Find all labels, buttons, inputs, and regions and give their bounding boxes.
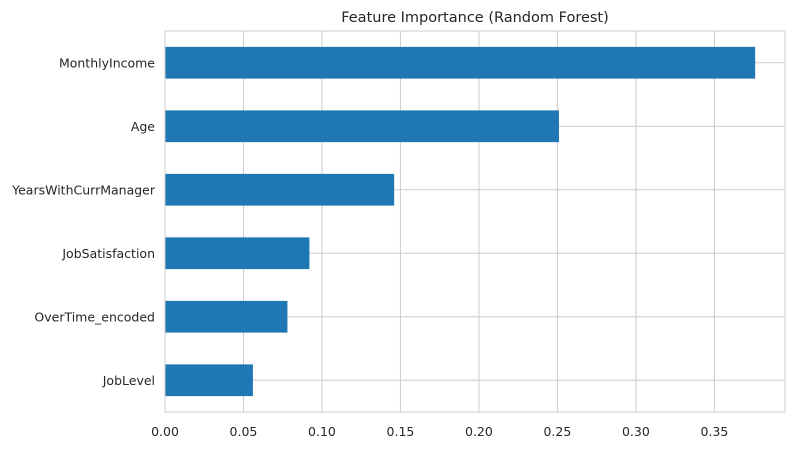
x-tick-label: 0.25: [543, 424, 571, 439]
grid-lines: [164, 31, 785, 412]
y-tick-labels: MonthlyIncome Age YearsWithCurrManager JobS…: [11, 55, 156, 388]
plot-area-frame: [164, 30, 786, 413]
bar-overtime-encoded: [165, 300, 288, 333]
x-tick-label: 0.35: [700, 424, 728, 439]
y-tick-label: MonthlyIncome: [59, 55, 155, 70]
y-tick-label: JobLevel: [102, 373, 155, 388]
y-tick-label: Age: [131, 119, 155, 134]
bar-yearswithcurrmanager: [165, 173, 395, 206]
bar-joblevel: [165, 364, 253, 397]
x-tick-label: 0.20: [465, 424, 493, 439]
bar-monthlyincome: [165, 46, 756, 79]
x-tick-labels: 0.00 0.05 0.10 0.15 0.20 0.25 0.30 0.35: [151, 424, 728, 439]
bar-jobsatisfaction: [165, 237, 310, 270]
y-tick-label: OverTime_encoded: [34, 309, 155, 324]
x-tick-label: 0.05: [230, 424, 258, 439]
x-tick-label: 0.00: [151, 424, 179, 439]
x-tick-label: 0.10: [308, 424, 336, 439]
x-tick-label: 0.30: [622, 424, 650, 439]
y-tick-label: YearsWithCurrManager: [11, 182, 156, 197]
x-tick-label: 0.15: [387, 424, 415, 439]
y-tick-label: JobSatisfaction: [61, 246, 155, 261]
chart-title: Feature Importance (Random Forest): [341, 10, 609, 26]
bar-age: [165, 110, 559, 143]
bars: [165, 46, 756, 397]
